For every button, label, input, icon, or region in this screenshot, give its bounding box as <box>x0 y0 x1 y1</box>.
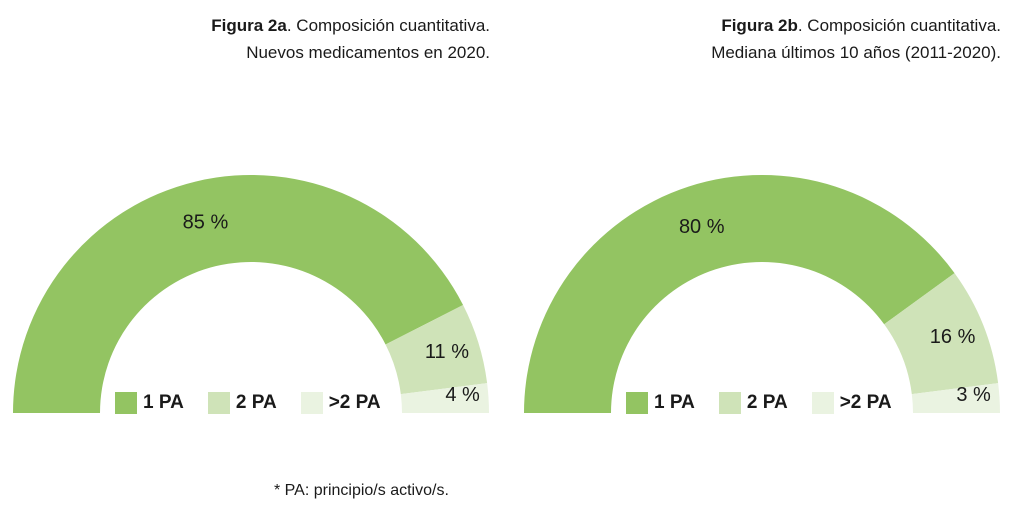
slice-2-pa <box>385 304 488 395</box>
legend-item: 1 PA <box>626 392 695 414</box>
legend-label: 1 PA <box>143 392 184 413</box>
legend-label: >2 PA <box>839 392 892 413</box>
footnote: * PA: principio/s activo/s. <box>274 482 449 499</box>
legend-swatch <box>626 392 648 414</box>
legend-swatch <box>718 392 741 414</box>
slice-1-pa <box>12 174 464 413</box>
title-rest: . Composición cuantitativa. <box>286 16 490 35</box>
legend-swatch <box>115 392 137 414</box>
title-bold: Figura 2a <box>211 16 287 35</box>
legend-item: 1 PA <box>115 392 184 414</box>
legend-item: >2 PA <box>300 392 381 414</box>
legend-item: >2 PA <box>811 392 892 414</box>
data-label: 3 % <box>956 384 991 406</box>
legend-2a: 1 PA 2 PA >2 PA <box>115 392 405 414</box>
data-label: 80 % <box>679 216 725 238</box>
slice--2-pa <box>911 383 1000 413</box>
data-label: 11 % <box>425 341 469 363</box>
data-label: 4 % <box>445 384 480 406</box>
data-label: 85 % <box>183 212 229 234</box>
legend-2b: 1 PA 2 PA >2 PA <box>626 392 916 414</box>
chart-title-2a: Figura 2a. Composición cuantitativa. Nue… <box>211 12 490 66</box>
data-label: 16 % <box>930 326 976 348</box>
chart-subtitle: Mediana últimos 10 años (2011-2020). <box>711 43 1001 62</box>
title-bold: Figura 2b <box>721 16 798 35</box>
slice-2-pa <box>884 273 999 395</box>
legend-swatch <box>811 392 834 414</box>
slice-1-pa <box>524 175 955 413</box>
legend-label: 2 PA <box>746 392 788 413</box>
chart-subtitle: Nuevos medicamentos en 2020. <box>246 43 490 62</box>
legend-swatch <box>207 392 230 414</box>
legend-item: 2 PA <box>207 392 277 414</box>
chart-title-2b: Figura 2b. Composición cuantitativa. Med… <box>711 12 1001 66</box>
slice--2-pa <box>400 383 489 413</box>
legend-label: 2 PA <box>235 392 277 413</box>
legend-swatch <box>300 392 323 414</box>
title-rest: . Composición cuantitativa. <box>797 16 1001 35</box>
legend-item: 2 PA <box>718 392 788 414</box>
legend-label: 1 PA <box>654 392 695 413</box>
legend-label: >2 PA <box>328 392 381 413</box>
